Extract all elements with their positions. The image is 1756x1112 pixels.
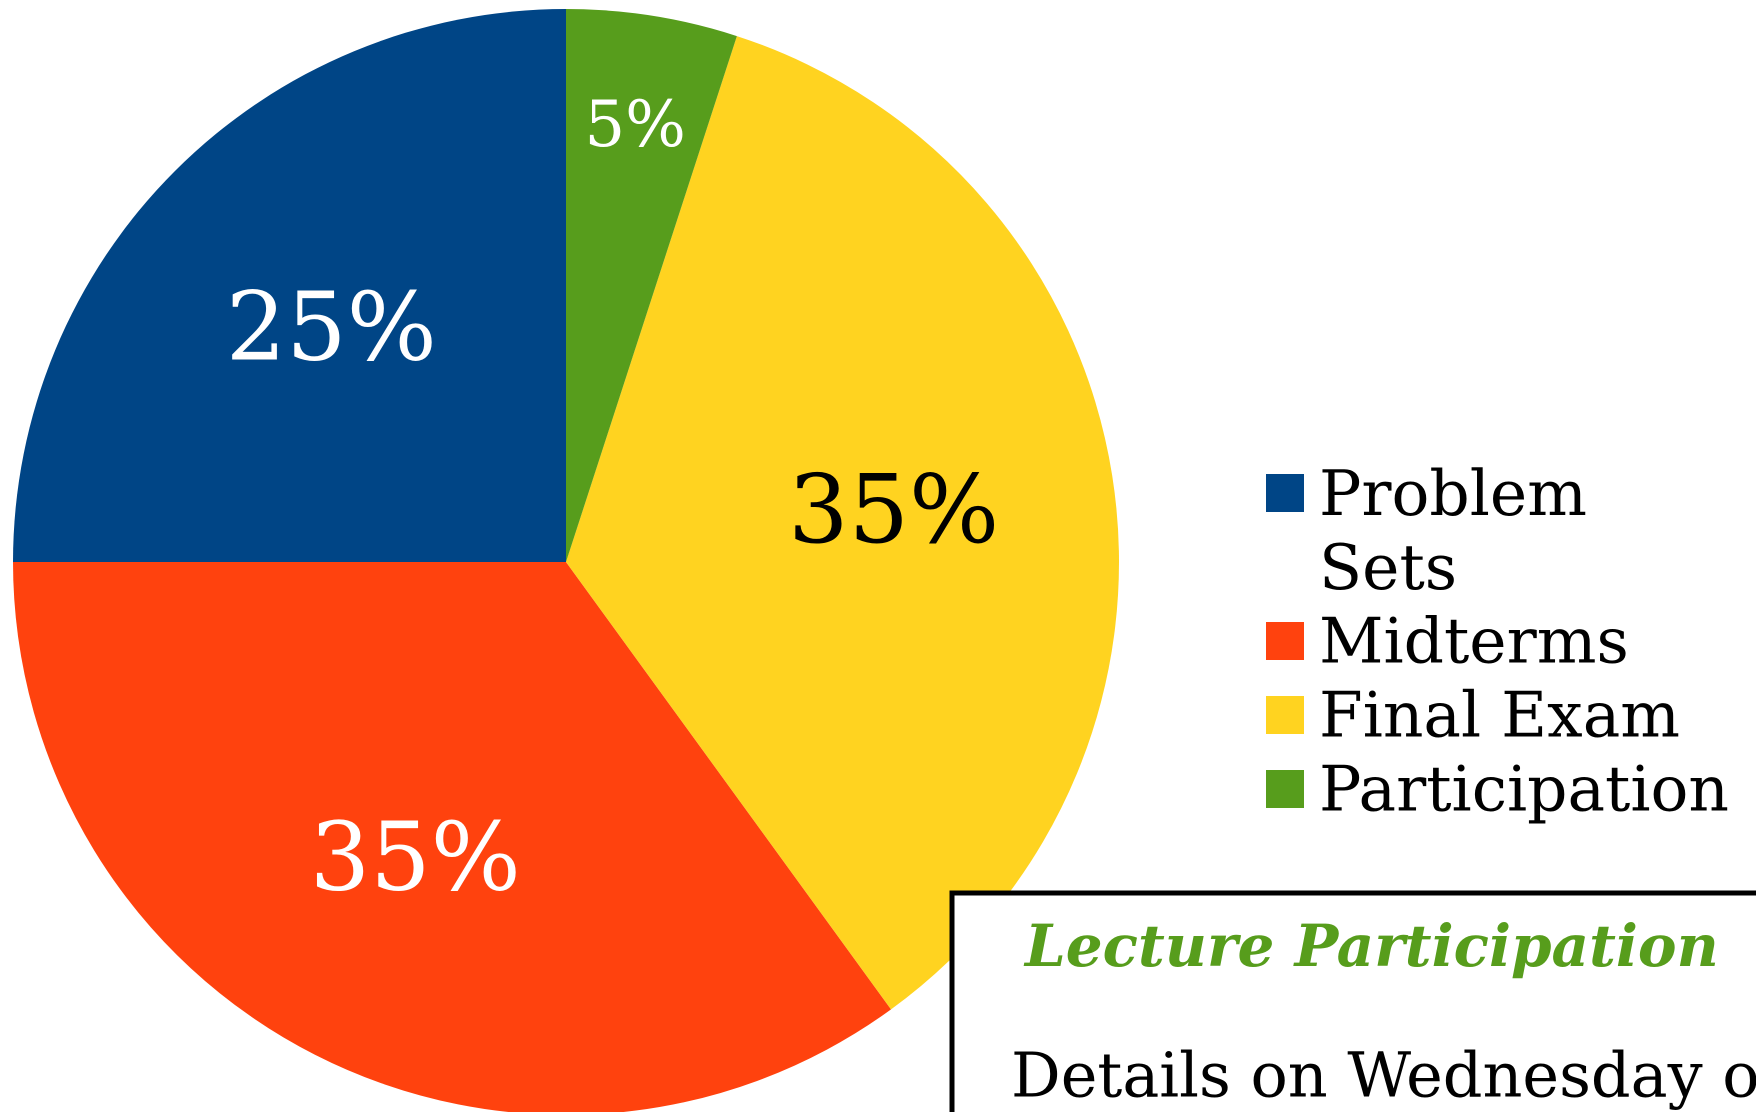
note-frame — [949, 890, 1756, 1112]
legend-label-line: Sets — [1319, 531, 1457, 604]
legend-label: Midterms — [1319, 605, 1629, 678]
note-text: Details on Wednesday o — [1011, 1039, 1756, 1112]
value-label: 35% — [788, 455, 999, 565]
legend-swatch — [1266, 622, 1304, 660]
note-box: Lecture Participation Details on Wednesd… — [949, 890, 1756, 1112]
pie: 25% 35% 35% 5% — [13, 9, 1120, 1112]
value-label: 25% — [226, 272, 437, 382]
legend-label: Final Exam — [1319, 679, 1680, 752]
value-label: 5% — [584, 88, 686, 162]
legend-label: Participation — [1319, 753, 1729, 826]
legend-label: Problem Sets — [1319, 457, 1587, 604]
note-title: Lecture Participation — [1023, 912, 1719, 980]
value-label: 35% — [310, 803, 521, 913]
legend-swatch — [1266, 696, 1304, 734]
legend-swatch — [1266, 474, 1304, 512]
pie-slice — [566, 36, 1120, 1010]
legend-label-line: Problem — [1319, 457, 1587, 530]
legend-swatch — [1266, 770, 1304, 808]
pie-slice — [566, 9, 737, 562]
pie-slice — [13, 9, 566, 562]
pie-slice — [13, 562, 892, 1112]
